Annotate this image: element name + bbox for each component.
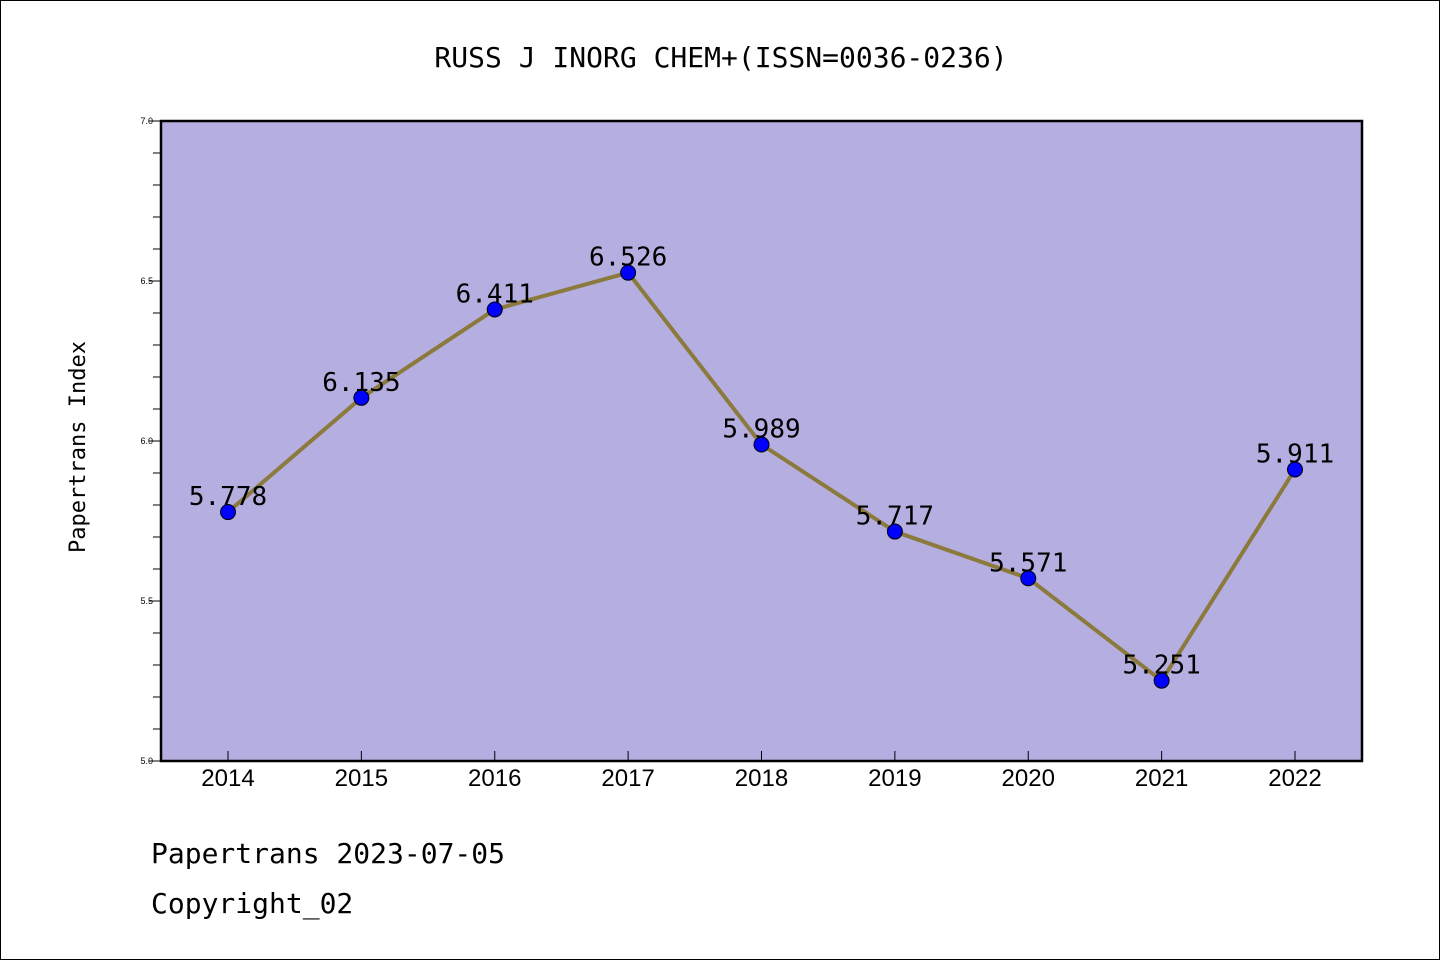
data-point (1020, 570, 1037, 587)
data-label: 5.717 (856, 502, 934, 532)
x-tick-label: 2018 (735, 765, 788, 792)
data-label: 5.989 (722, 415, 800, 445)
footer-copyright-text: Copyright_02 (151, 887, 354, 920)
y-tick-label: 5.0 (140, 756, 153, 766)
data-point (1153, 672, 1170, 689)
y-tick-label: 6.5 (140, 276, 153, 286)
x-tick-label: 2021 (1135, 765, 1188, 792)
x-tick-label: 2017 (601, 765, 654, 792)
data-point (220, 504, 236, 521)
data-point (353, 389, 370, 406)
data-label: 5.778 (189, 482, 267, 512)
x-tick-label: 2020 (1002, 765, 1055, 792)
data-point (1287, 461, 1303, 478)
y-tick-label: 7.0 (140, 116, 153, 126)
y-tick-label: 6.0 (140, 436, 153, 446)
data-label: 6.526 (589, 243, 667, 273)
data-labels: 5.778 6.135 6.411 6.526 5.989 5.717 5.571 5.251… (189, 243, 1334, 681)
chart-title: RUSS J INORG CHEM+(ISSN=0036-0236) (434, 41, 1007, 74)
y-axis: 5.0 5.5 6.0 6.5 7.0 (140, 116, 161, 766)
data-point (886, 523, 903, 540)
x-tick-label: 2019 (868, 765, 921, 792)
data-label: 5.571 (989, 548, 1067, 578)
x-tick-label: 2015 (335, 765, 388, 792)
data-markers (220, 264, 1303, 689)
data-label: 5.251 (1122, 651, 1200, 681)
data-point (753, 436, 770, 453)
x-tick-label: 2016 (468, 765, 521, 792)
data-point (620, 264, 637, 281)
data-label: 6.411 (456, 279, 534, 309)
data-label: 5.911 (1256, 439, 1334, 469)
plot-frame (159, 119, 1364, 763)
data-label: 6.135 (322, 368, 400, 398)
data-point (486, 301, 503, 318)
footer-date-text: Papertrans 2023-07-05 (151, 837, 506, 870)
x-tick-label: 2022 (1268, 765, 1321, 792)
x-axis: 2014 2015 2016 2017 2018 2019 2020 2021 2022 (201, 751, 1322, 792)
y-axis-label: Papertrans Index (66, 341, 91, 553)
y-tick-label: 5.5 (140, 596, 153, 606)
x-tick-label: 2014 (201, 765, 254, 792)
